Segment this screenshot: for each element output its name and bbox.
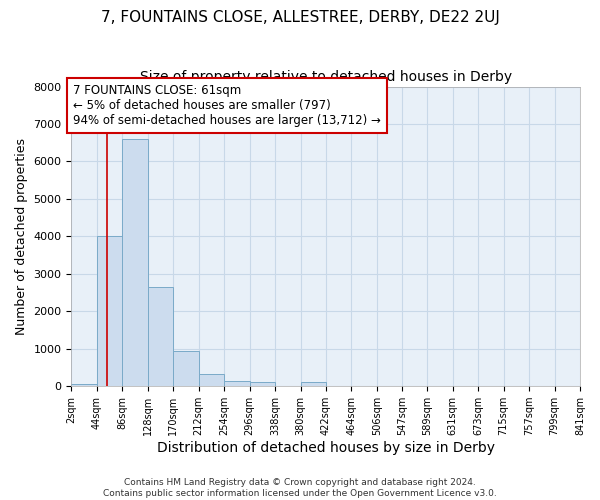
- Bar: [148, 287, 173, 386]
- Bar: [97, 236, 122, 386]
- Bar: [250, 382, 275, 386]
- Bar: [301, 382, 326, 386]
- Bar: [199, 374, 224, 386]
- Text: 7 FOUNTAINS CLOSE: 61sqm
← 5% of detached houses are smaller (797)
94% of semi-d: 7 FOUNTAINS CLOSE: 61sqm ← 5% of detache…: [73, 84, 381, 127]
- Bar: [224, 382, 250, 386]
- Text: 7, FOUNTAINS CLOSE, ALLESTREE, DERBY, DE22 2UJ: 7, FOUNTAINS CLOSE, ALLESTREE, DERBY, DE…: [101, 10, 499, 25]
- Bar: [173, 350, 199, 386]
- Bar: [71, 384, 97, 386]
- Bar: [122, 139, 148, 386]
- X-axis label: Distribution of detached houses by size in Derby: Distribution of detached houses by size …: [157, 441, 495, 455]
- Text: Contains HM Land Registry data © Crown copyright and database right 2024.
Contai: Contains HM Land Registry data © Crown c…: [103, 478, 497, 498]
- Y-axis label: Number of detached properties: Number of detached properties: [15, 138, 28, 335]
- Title: Size of property relative to detached houses in Derby: Size of property relative to detached ho…: [140, 70, 512, 84]
